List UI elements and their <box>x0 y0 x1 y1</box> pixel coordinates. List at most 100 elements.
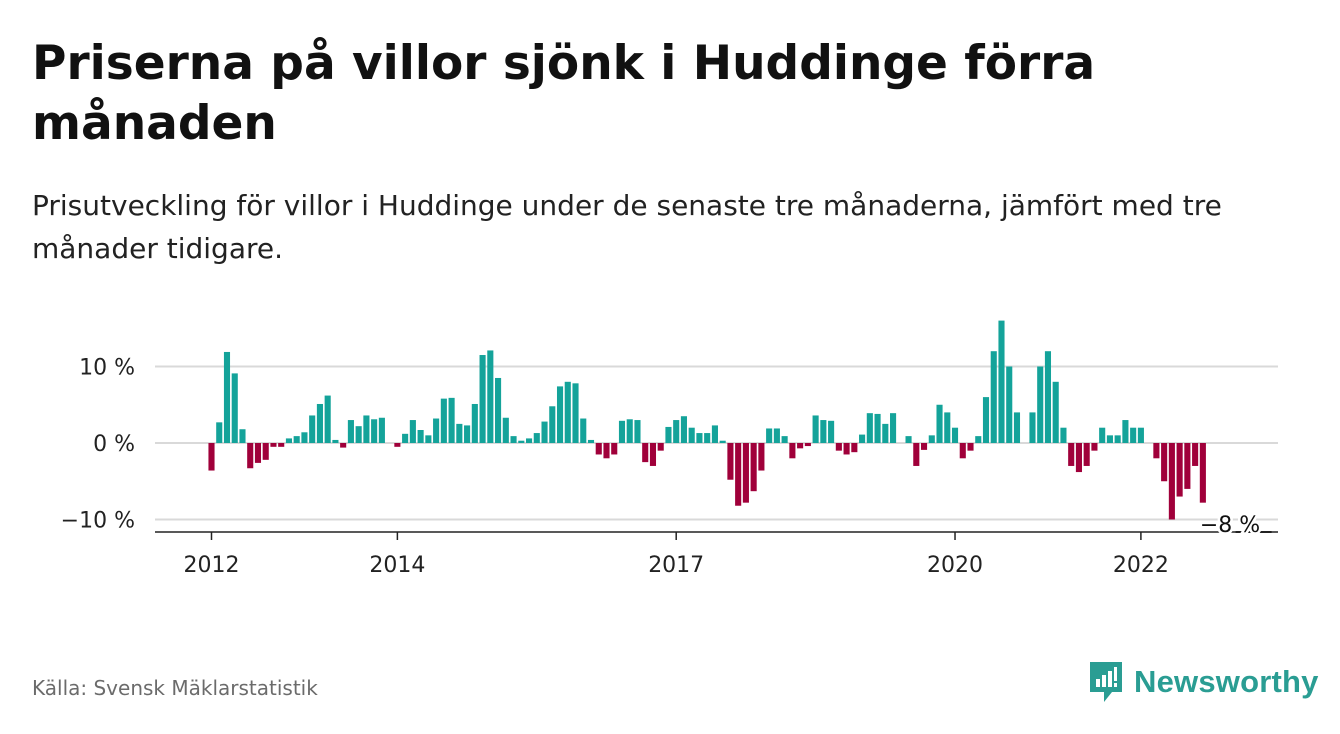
bar <box>982 397 990 443</box>
bar <box>402 433 409 443</box>
bar <box>990 351 997 443</box>
bar <box>456 423 463 444</box>
bar <box>890 413 897 443</box>
bar <box>812 415 819 443</box>
bar <box>680 416 687 443</box>
bar <box>649 443 657 466</box>
bar <box>673 420 680 443</box>
bar <box>510 436 517 443</box>
bar <box>1060 427 1067 443</box>
chart-subtitle: Prisutveckling för villor i Huddinge und… <box>32 189 1222 265</box>
bar <box>920 443 928 450</box>
bar <box>618 420 626 443</box>
bar <box>766 428 773 443</box>
bar <box>750 443 757 492</box>
bar <box>526 438 533 443</box>
bar <box>425 435 432 443</box>
bar <box>711 425 718 443</box>
bar <box>704 433 711 443</box>
bar <box>487 350 494 443</box>
bar <box>758 443 765 471</box>
bar <box>433 418 440 443</box>
bar <box>417 430 424 443</box>
bar <box>642 443 649 463</box>
bar <box>1199 443 1206 503</box>
bar <box>533 433 540 443</box>
bar <box>1161 443 1168 482</box>
bar <box>378 417 385 443</box>
bar <box>781 436 788 443</box>
bar <box>1192 443 1199 466</box>
bar <box>1153 443 1160 459</box>
brand-name: Newsworthy <box>1134 664 1319 699</box>
bar <box>1099 427 1106 443</box>
source-note: Källa: Svensk Mäklarstatistik <box>32 676 318 700</box>
chart-title: Priserna på villor sjönk i Huddinge förr… <box>32 36 1096 151</box>
bar <box>967 443 974 451</box>
bar <box>293 436 300 443</box>
bar <box>1013 412 1021 443</box>
bar <box>1168 443 1175 520</box>
x-tick-label: 2017 <box>648 553 704 578</box>
y-tick-label: −10 % <box>61 509 135 534</box>
bar <box>1106 435 1113 443</box>
bar <box>1029 412 1036 443</box>
bar <box>688 427 695 443</box>
bar <box>665 426 672 443</box>
bar <box>843 443 850 455</box>
bar <box>479 355 486 443</box>
bar <box>223 351 231 443</box>
bar <box>874 413 881 443</box>
bar <box>518 440 525 443</box>
bar <box>936 404 943 443</box>
bar <box>851 443 858 453</box>
bar <box>208 443 215 471</box>
x-tick-label: 2014 <box>369 553 425 578</box>
bar <box>371 419 378 443</box>
bar <box>696 433 703 443</box>
x-tick-label: 2012 <box>184 553 240 578</box>
bar <box>309 415 316 443</box>
bar <box>634 420 641 443</box>
bar <box>1114 435 1121 443</box>
bar <box>913 443 920 466</box>
bar <box>495 377 502 443</box>
bar <box>882 423 889 444</box>
bar <box>564 381 571 443</box>
bar <box>278 443 285 447</box>
bar <box>1075 443 1082 473</box>
bar <box>324 395 331 443</box>
bar <box>944 412 951 443</box>
bar <box>340 443 347 448</box>
bar <box>742 443 749 503</box>
bar <box>611 443 618 455</box>
bar <box>301 432 308 443</box>
bar <box>1037 366 1044 443</box>
newsworthy-logo[interactable]: Newsworthy <box>1088 660 1319 704</box>
bar <box>866 413 873 443</box>
y-tick-label: 0 % <box>93 432 135 457</box>
bar <box>1176 443 1183 497</box>
bar <box>905 436 912 443</box>
bar <box>975 436 982 443</box>
bar <box>951 427 959 443</box>
newsworthy-logo-icon <box>1090 662 1122 702</box>
x-tick-label: 2022 <box>1113 553 1169 578</box>
bar <box>719 440 726 443</box>
bar <box>603 443 610 459</box>
bar <box>254 443 262 463</box>
bar <box>595 443 602 455</box>
bar <box>347 420 354 443</box>
bar <box>471 403 478 443</box>
bar <box>394 443 401 447</box>
bar <box>239 429 246 443</box>
bar <box>1130 427 1137 443</box>
bar <box>828 420 835 443</box>
bar <box>464 425 471 443</box>
bar <box>789 443 796 459</box>
bar <box>262 443 269 460</box>
bars <box>208 320 1206 520</box>
bar <box>549 406 556 443</box>
bar <box>1006 366 1013 443</box>
bar <box>440 398 447 443</box>
